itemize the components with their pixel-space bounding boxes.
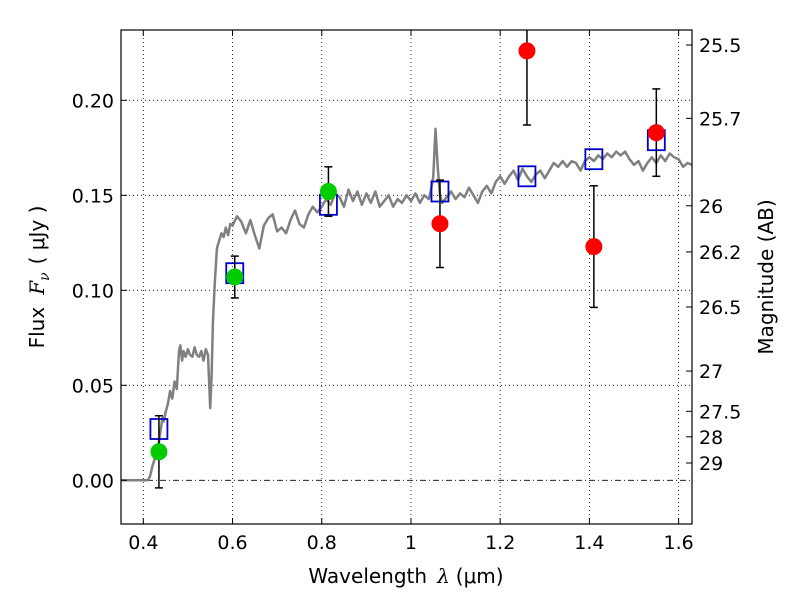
model-photometry-square (584, 148, 604, 171)
mag-tick-label: 26 (699, 196, 723, 218)
x-tick-label: 1.2 (485, 532, 515, 554)
mag-tick-label: 26.2 (699, 242, 741, 264)
axis-ticks: 0.4 0.6 0.8 1 1.2 1.4 1.6 0.00 0.05 0.10 0.15 0.20 2… (72, 30, 741, 554)
photometry-point (585, 238, 603, 256)
mag-tick-label: 27 (699, 361, 723, 383)
y-tick-label: 0.10 (72, 280, 114, 302)
y-tick-label: 0.20 (72, 90, 114, 112)
series-layer (121, 30, 693, 489)
x-tick-label: 1.4 (574, 532, 604, 554)
photometry-point (319, 183, 337, 200)
x-axis-label-unit: (μm) (456, 564, 504, 588)
plot-frame (120, 29, 693, 525)
mag-tick-label: 26.5 (699, 297, 741, 319)
y-axis-label-subscript: ν (37, 272, 53, 281)
photometry-point (518, 42, 536, 60)
mag-tick-label: 25.5 (699, 35, 741, 57)
x-tick-label: 1.6 (664, 532, 694, 554)
x-axis-label-text: Wavelength (308, 564, 427, 588)
photometry-point (431, 215, 449, 233)
spectrum-line (121, 127, 693, 482)
y-tick-label: 0.15 (72, 185, 114, 207)
mag-tick-label: 28 (699, 427, 723, 449)
y2-axis-label: Magnitude (AB) (754, 199, 778, 354)
x-tick-label: 0.4 (128, 532, 158, 554)
photometry-point (150, 443, 168, 461)
y-axis-label-text: Flux (25, 307, 49, 349)
x-axis-label-symbol: λ (436, 564, 450, 588)
y-axis-label-symbol: F (25, 280, 49, 296)
model-photometry-square (517, 165, 537, 188)
y-tick-label: 0.05 (72, 375, 114, 397)
photometry-point (647, 124, 665, 142)
photometry-point (226, 268, 244, 286)
x-axis-label: Wavelength λ (μm) (308, 564, 503, 588)
x-tick-label: 0.6 (217, 532, 247, 554)
y-axis-label-unit: ( μJy ) (25, 206, 49, 265)
mag-tick-label: 27.5 (699, 401, 741, 423)
y-axis-label: Flux Fν ( μJy ) (25, 206, 53, 349)
plot-background (121, 30, 692, 524)
mag-tick-label: 29 (699, 453, 723, 475)
x-tick-label: 0.8 (307, 532, 337, 554)
y-tick-label: 0.00 (72, 470, 114, 492)
mag-tick-label: 25.7 (699, 108, 741, 130)
x-tick-label: 1 (405, 532, 417, 554)
